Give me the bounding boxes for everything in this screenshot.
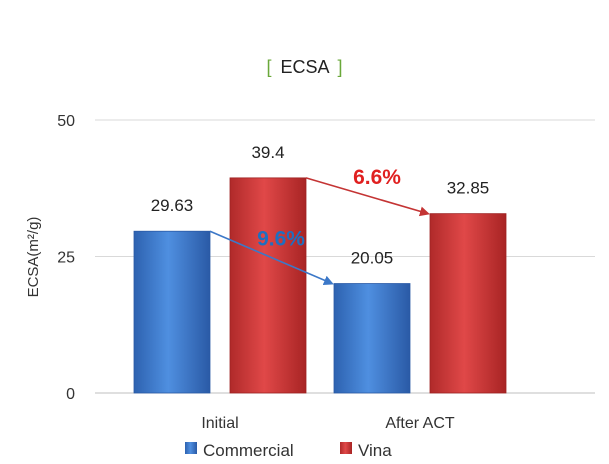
title-bracket-left: [ [266, 57, 271, 77]
x-axis-ticks: Initial After ACT [201, 415, 455, 432]
data-label-vina-0: 39.4 [251, 143, 284, 162]
bar-commercial-1 [333, 283, 411, 394]
y-tick-label: 50 [57, 113, 75, 130]
annotation-vina: 6.6% [353, 166, 401, 189]
legend-swatch-commercial [185, 442, 197, 454]
arrow-vina [305, 177, 430, 217]
y-tick-label: 25 [57, 250, 75, 267]
data-label-vina-1: 32.85 [447, 179, 490, 198]
bar-commercial-0 [133, 230, 211, 394]
x-tick-label: Initial [201, 415, 238, 432]
x-tick-label: After ACT [385, 415, 455, 432]
title-text: ECSA [280, 57, 329, 77]
legend: Commercial Vina [185, 441, 392, 460]
data-labels: 29.63 20.05 39.4 32.85 [151, 143, 490, 268]
legend-swatch-vina [340, 442, 352, 454]
legend-label-commercial: Commercial [203, 441, 294, 460]
y-axis-label: ECSA(m²/g) [25, 217, 42, 298]
bar-vina-1 [429, 213, 507, 394]
data-label-commercial-0: 29.63 [151, 196, 194, 215]
arrows: 9.6% 6.6% [209, 166, 430, 285]
arrow-commercial [209, 230, 334, 285]
chart-title: [ ECSA ] [266, 57, 342, 77]
bars [133, 177, 507, 394]
data-label-commercial-1: 20.05 [351, 249, 394, 268]
y-axis-ticks: 0 25 50 [57, 113, 75, 403]
legend-label-vina: Vina [358, 441, 392, 460]
title-bracket-right: ] [338, 57, 343, 77]
bar-vina-0 [229, 177, 307, 394]
annotation-commercial: 9.6% [257, 227, 305, 250]
y-tick-label: 0 [66, 386, 75, 403]
